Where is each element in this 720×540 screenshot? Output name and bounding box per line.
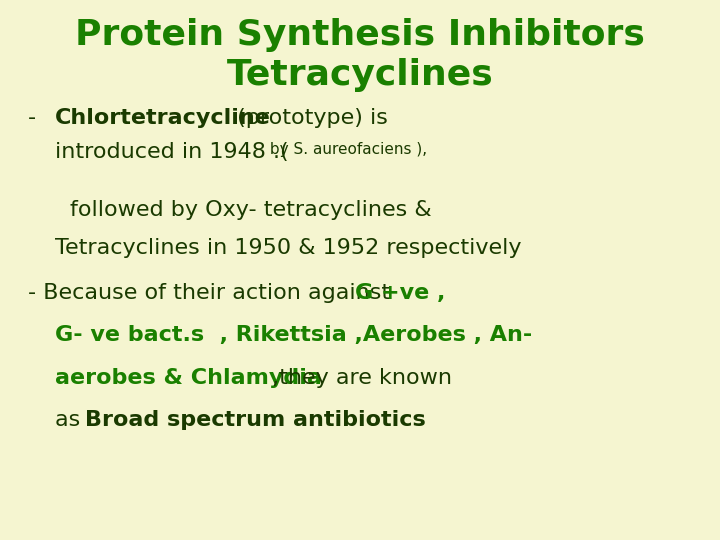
Text: by S. aureofaciens ),: by S. aureofaciens ), — [265, 142, 427, 157]
Text: Broad spectrum antibiotics: Broad spectrum antibiotics — [85, 410, 426, 430]
Text: -: - — [28, 108, 50, 128]
Text: followed by Oxy- tetracyclines &: followed by Oxy- tetracyclines & — [70, 200, 431, 220]
Text: as: as — [55, 410, 94, 430]
Text: ,they are known: ,they are known — [265, 368, 452, 388]
Text: - Because of their action against: - Because of their action against — [28, 283, 397, 303]
Text: (prototype) is: (prototype) is — [230, 108, 388, 128]
Text: aerobes & Chlamydia: aerobes & Chlamydia — [55, 368, 322, 388]
Text: G- ve bact.s  , Rikettsia ,Aerobes , An-: G- ve bact.s , Rikettsia ,Aerobes , An- — [55, 325, 532, 345]
Text: Tetracyclines: Tetracyclines — [227, 58, 493, 92]
Text: .: . — [362, 410, 376, 430]
Text: Chlortetracycline: Chlortetracycline — [55, 108, 271, 128]
Text: introduced in 1948 .(: introduced in 1948 .( — [55, 142, 289, 162]
Text: Protein Synthesis Inhibitors: Protein Synthesis Inhibitors — [75, 18, 645, 52]
Text: Tetracyclines in 1950 & 1952 respectively: Tetracyclines in 1950 & 1952 respectivel… — [55, 238, 521, 258]
Text: G +ve ,: G +ve , — [355, 283, 446, 303]
